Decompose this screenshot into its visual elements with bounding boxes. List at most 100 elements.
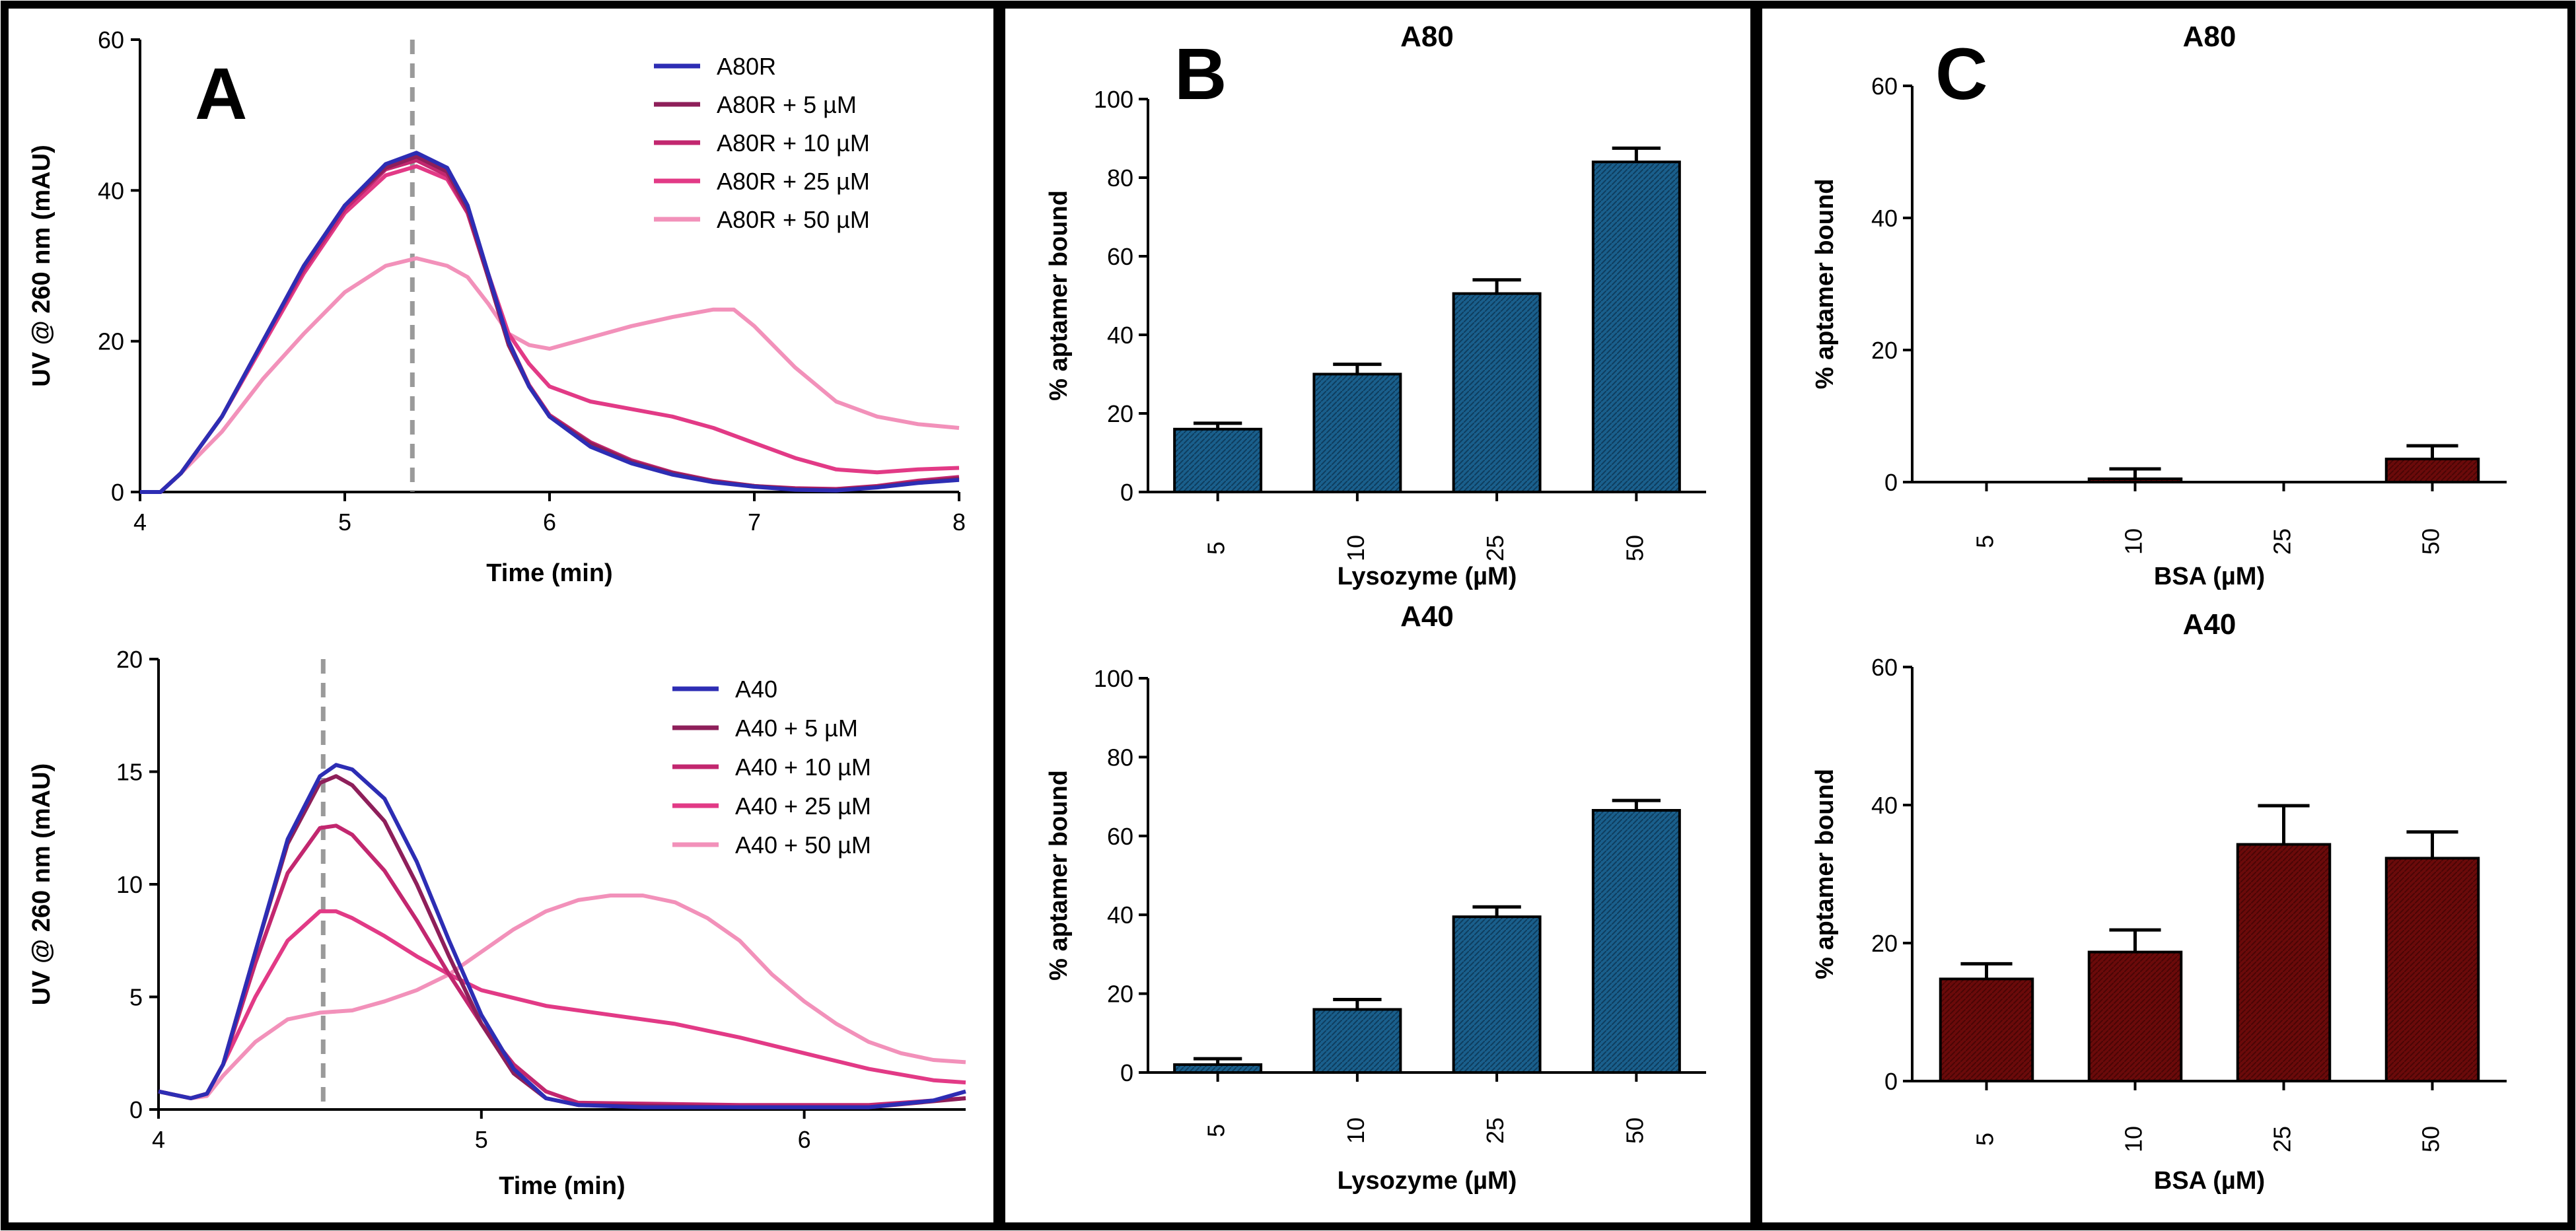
chart-title: A40: [1400, 600, 1454, 633]
x-tick-label: 10: [2120, 528, 2147, 555]
x-tick-label: 5: [475, 1126, 488, 1153]
x-tick-label: 10: [2120, 1126, 2147, 1152]
bar-25: [2236, 843, 2332, 1082]
y-tick-label: 20: [1871, 337, 1898, 364]
bar-50: [2384, 857, 2480, 1082]
bar-50: [1591, 808, 1681, 1074]
series-line-5: [140, 256, 960, 494]
legend-label-1: A80R: [717, 53, 776, 80]
series-line-2: [158, 774, 966, 1109]
series-line-4: [158, 909, 966, 1100]
legend-label-4: A80R + 25 µM: [717, 168, 870, 195]
x-tick-label: 50: [1621, 1117, 1648, 1144]
y-tick-label: 60: [1871, 73, 1898, 100]
y-axis-label: % aptamer bound: [1045, 770, 1073, 981]
panel-letter-c: C: [1935, 34, 1987, 115]
y-tick-label: 80: [1107, 744, 1133, 771]
y-tick-label: 5: [129, 984, 143, 1011]
x-tick-label: 7: [748, 509, 761, 536]
y-tick-label: 20: [116, 646, 143, 673]
chart-a-bottom: 0 5 10 15 20 4 5 6 Time (min) UV @ 260 nm (mAU) A4…: [28, 646, 966, 1200]
x-axis-label: BSA (µM): [2154, 1167, 2265, 1195]
bar-50: [1591, 160, 1681, 493]
legend-label-3: A80R + 10 µM: [717, 129, 870, 157]
bar-10: [2087, 950, 2183, 1082]
chart-title: A80: [1400, 20, 1454, 53]
x-tick-label: 5: [1203, 542, 1230, 555]
x-tick-label: 5: [338, 509, 351, 536]
x-tick-label: 25: [1482, 1117, 1509, 1144]
series-line-1: [158, 763, 966, 1109]
chart-b-top: 0 20 40 60 80 100 5 10 25 50 A80 Lysozyme (µM) % apt…: [1045, 20, 1706, 590]
chart-c-top: 0 20 40 60 5 10 25 50 A80 BSA (µM) % aptamer bound: [1811, 20, 2507, 590]
y-tick-label: 60: [1107, 823, 1133, 850]
x-axis-label: Time (min): [499, 1172, 625, 1200]
y-axis-label: % aptamer bound: [1045, 190, 1073, 401]
y-tick-label: 60: [1107, 243, 1133, 270]
bar-10: [2087, 477, 2183, 483]
x-tick-label: 10: [1342, 535, 1369, 561]
bar-5: [1939, 977, 2034, 1082]
y-tick-label: 40: [1107, 322, 1133, 349]
y-axis-label: UV @ 260 nm (mAU): [28, 763, 55, 1005]
bar-25: [1452, 915, 1542, 1074]
x-tick-label: 6: [543, 509, 556, 536]
chart-a-top: 0 20 40 60 4 5 6 7 8 Time (min) UV @ 260 nm (mAU) A…: [28, 26, 966, 587]
y-tick-label: 15: [116, 759, 143, 786]
x-tick-label: 10: [1342, 1117, 1369, 1144]
y-tick-label: 60: [98, 26, 124, 53]
bar-50: [2384, 458, 2480, 483]
y-tick-label: 0: [1884, 469, 1898, 496]
bar-10: [1312, 1008, 1402, 1074]
panel-letter-b: B: [1174, 34, 1227, 115]
x-tick-label: 50: [2417, 528, 2445, 555]
y-tick-label: 0: [129, 1096, 143, 1123]
y-tick-label: 100: [1094, 665, 1133, 692]
x-tick-label: 5: [1972, 535, 1999, 548]
bar-5: [1173, 427, 1263, 493]
x-tick-label: 25: [2269, 1126, 2296, 1152]
x-axis-label: Lysozyme (µM): [1338, 563, 1517, 590]
x-axis-label: Time (min): [486, 559, 612, 587]
series-line-5: [158, 894, 966, 1100]
y-tick-label: 20: [1107, 981, 1133, 1008]
x-axis-label: BSA (µM): [2154, 563, 2265, 590]
legend-label-4: A40 + 25 µM: [735, 792, 871, 820]
y-axis-label: % aptamer bound: [1811, 769, 1839, 979]
x-tick-label: 25: [1482, 535, 1509, 561]
x-tick-label: 25: [2269, 528, 2296, 555]
legend-label-5: A40 + 50 µM: [735, 831, 871, 859]
y-axis-label: UV @ 260 nm (mAU): [28, 145, 55, 386]
y-axis-label: % aptamer bound: [1811, 179, 1839, 390]
y-tick-label: 20: [1107, 400, 1133, 427]
bar-10: [1312, 372, 1402, 493]
legend-label-5: A80R + 50 µM: [717, 206, 870, 233]
x-tick-label: 5: [1972, 1133, 1999, 1146]
x-tick-label: 8: [952, 509, 966, 536]
y-tick-label: 100: [1094, 86, 1133, 113]
x-tick-label: 50: [1621, 535, 1648, 561]
chart-title: A40: [2183, 608, 2236, 641]
series-line-1: [140, 151, 960, 494]
y-tick-label: 0: [1120, 1059, 1133, 1086]
bar-5: [1173, 1063, 1263, 1074]
y-tick-label: 80: [1107, 164, 1133, 192]
legend-label-2: A80R + 5 µM: [717, 91, 857, 118]
y-tick-label: 40: [98, 177, 124, 204]
chart-c-bottom: 0 20 40 60 5 10 25 50 A40 BSA (µM) % aptamer bound: [1811, 608, 2507, 1195]
x-tick-label: 50: [2417, 1126, 2445, 1152]
chart-title: A80: [2183, 20, 2236, 53]
legend-label-3: A40 + 10 µM: [735, 754, 871, 781]
bar-25: [1452, 292, 1542, 493]
y-tick-label: 0: [111, 479, 124, 506]
legend-label-2: A40 + 5 µM: [735, 715, 858, 742]
panel-letter-a: A: [195, 53, 247, 135]
x-tick-label: 4: [152, 1126, 165, 1153]
y-tick-label: 0: [1120, 479, 1133, 506]
x-tick-label: 5: [1203, 1124, 1230, 1137]
legend-label-1: A40: [735, 676, 777, 703]
y-tick-label: 40: [1871, 792, 1898, 819]
chart-b-bottom: 0 20 40 60 80 100 5 10 25 50 A40 Lysozyme (µM) % apt…: [1045, 600, 1706, 1195]
x-tick-label: 4: [133, 509, 147, 536]
